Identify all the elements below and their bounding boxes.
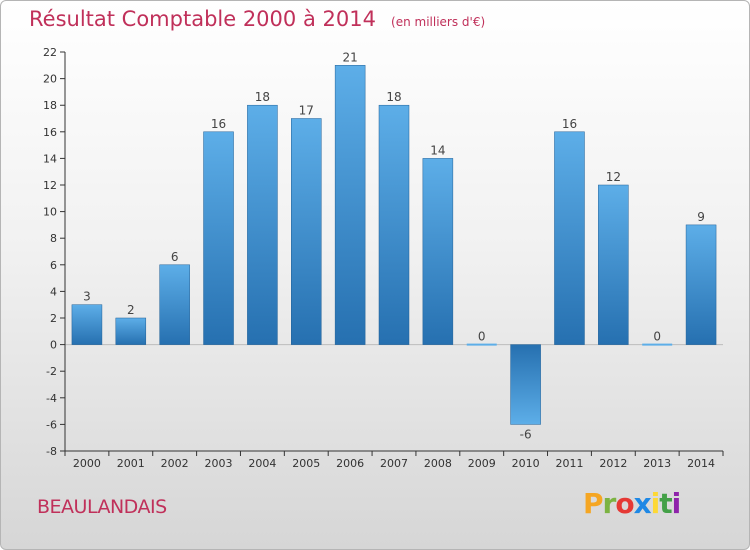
bar-value-label: 3 (83, 290, 91, 304)
x-tick-label: 2014 (687, 457, 715, 470)
town-name: BEAULANDAIS (37, 496, 167, 518)
x-tick-label: 2006 (336, 457, 364, 470)
x-tick-label: 2008 (424, 457, 452, 470)
chart-title: Résultat Comptable 2000 à 2014 (29, 7, 376, 31)
bar[interactable] (685, 224, 717, 345)
x-tick-label: 2013 (643, 457, 671, 470)
bar-value-label: 9 (697, 210, 705, 224)
y-tick-label: 2 (50, 312, 57, 325)
bar-value-label: 0 (478, 330, 486, 344)
y-tick-label: -4 (46, 392, 57, 405)
y-tick-label: 12 (43, 179, 57, 192)
bar[interactable] (159, 264, 190, 345)
y-tick-label: 10 (43, 206, 57, 219)
bar[interactable] (291, 118, 322, 345)
bar-value-label: 18 (386, 90, 401, 104)
bar-value-label: 2 (127, 303, 135, 317)
y-tick-label: 0 (50, 339, 57, 352)
logo-letter: P (583, 487, 604, 520)
bar-value-label: 14 (430, 143, 445, 157)
chart-subtitle: (en milliers d'€) (391, 15, 486, 29)
x-tick-label: 2012 (599, 457, 627, 470)
x-tick-label: 2004 (248, 457, 276, 470)
x-tick-label: 2010 (512, 457, 540, 470)
bar[interactable] (510, 344, 541, 425)
x-tick-label: 2005 (292, 457, 320, 470)
bar[interactable] (598, 184, 629, 345)
bar-value-label: 16 (211, 117, 226, 131)
logo-letter: o (615, 487, 634, 520)
logo-letter: i (650, 487, 661, 520)
x-tick-label: 2011 (555, 457, 583, 470)
y-tick-label: -2 (46, 365, 57, 378)
bar-value-label: 17 (299, 104, 314, 118)
bar[interactable] (203, 131, 234, 345)
y-tick-label: -6 (46, 418, 57, 431)
proxiti-logo[interactable]: Proxiti (583, 487, 682, 520)
bar[interactable] (642, 343, 673, 346)
y-tick-label: 4 (50, 285, 57, 298)
y-tick-label: 16 (43, 126, 57, 139)
bar-value-label: 0 (653, 330, 661, 344)
bar-value-label: 16 (562, 117, 577, 131)
logo-letter: t (659, 487, 672, 520)
y-tick-label: 20 (43, 73, 57, 86)
bar[interactable] (115, 317, 147, 345)
logo-letter: x (633, 487, 652, 520)
bar-value-label: 21 (342, 50, 357, 64)
y-tick-label: 8 (50, 232, 57, 245)
x-tick-label: 2001 (117, 457, 145, 470)
bar[interactable] (466, 343, 497, 346)
logo-letter: r (602, 487, 617, 520)
bar[interactable] (334, 65, 366, 345)
bar[interactable] (378, 104, 410, 345)
bar[interactable] (71, 304, 103, 345)
x-tick-label: 2007 (380, 457, 408, 470)
x-tick-label: 2002 (161, 457, 189, 470)
y-tick-label: -8 (46, 445, 57, 458)
y-tick-label: 22 (43, 46, 57, 59)
x-tick-label: 2000 (73, 457, 101, 470)
chart-title-block: Résultat Comptable 2000 à 2014 (en milli… (29, 7, 485, 31)
bar-value-label: -6 (520, 427, 532, 441)
bar[interactable] (247, 104, 278, 345)
logo-letter: i (671, 487, 682, 520)
bar[interactable] (422, 158, 454, 345)
bar-value-label: 12 (606, 170, 621, 184)
y-tick-label: 14 (43, 152, 57, 165)
y-tick-label: 18 (43, 99, 57, 112)
x-tick-label: 2009 (468, 457, 496, 470)
x-tick-label: 2003 (205, 457, 233, 470)
bar-value-label: 6 (171, 250, 179, 264)
bar-value-label: 18 (255, 90, 270, 104)
bar[interactable] (554, 131, 585, 345)
y-tick-label: 6 (50, 259, 57, 272)
